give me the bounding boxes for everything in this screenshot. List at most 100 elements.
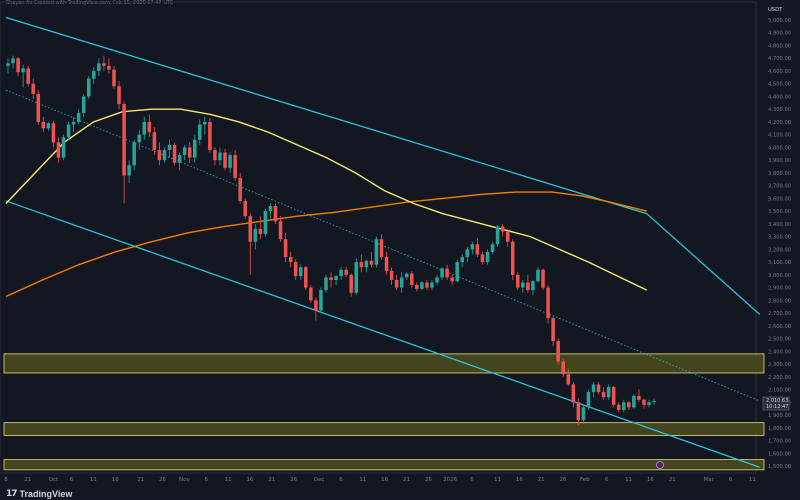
y-tick-label: 1,800.00 — [768, 426, 791, 432]
candle-body — [616, 404, 621, 410]
candle-body — [354, 262, 359, 293]
candle-body — [117, 86, 121, 105]
y-tick-label: 3,900.00 — [768, 158, 791, 164]
candle-body — [642, 399, 646, 405]
candle-body — [460, 257, 465, 263]
candle-body — [485, 251, 490, 263]
candle-body — [495, 226, 500, 245]
candle-body — [480, 254, 485, 263]
y-tick-label: 2,700.00 — [768, 311, 791, 317]
y-tick-label: 2,500.00 — [768, 337, 791, 343]
candle-body — [526, 282, 530, 291]
candle-body — [304, 267, 308, 288]
y-tick-label: 2,400.00 — [768, 349, 791, 355]
candle-body — [142, 121, 147, 135]
candle-body — [576, 402, 581, 421]
x-tick-label: 6 — [605, 477, 609, 483]
candle-body — [622, 402, 626, 410]
y-tick-label: 3,600.00 — [768, 196, 791, 202]
candle-body — [596, 384, 601, 393]
y-tick-label: 5,000.00 — [768, 18, 791, 24]
candle-body — [369, 260, 374, 265]
y-tick-label: 3,300.00 — [768, 235, 791, 241]
candle-body — [314, 300, 318, 311]
x-tick-label: Mar — [703, 477, 714, 483]
support-zone-1 — [3, 353, 765, 374]
x-tick-label: Dec — [314, 477, 325, 483]
candle-body — [606, 386, 611, 398]
x-tick-label: 11 — [625, 477, 632, 483]
candle-body — [415, 285, 419, 289]
candle-body — [182, 147, 187, 156]
candle-body — [132, 142, 136, 166]
x-tick-label: 26 — [560, 477, 567, 483]
y-tick-label: 4,900.00 — [768, 31, 791, 37]
last-price-value: 2,010.63 — [766, 398, 788, 404]
candle-body — [162, 149, 167, 161]
candle-body — [450, 277, 454, 282]
candle-body — [556, 341, 560, 362]
x-tick-label: 2026 — [443, 477, 457, 483]
candle-body — [516, 274, 520, 288]
tradingview-logo[interactable]: 17 TradingView — [6, 489, 72, 499]
event-marker-icon — [656, 461, 664, 469]
candle-body — [298, 267, 303, 277]
candle-body — [192, 139, 197, 158]
candle-body — [389, 271, 394, 280]
candle-body — [319, 290, 323, 311]
y-tick-label: 2,100.00 — [768, 388, 791, 394]
x-tick-label: 6 — [204, 477, 208, 483]
x-tick-label: 21 — [24, 477, 31, 483]
candle-body — [465, 249, 470, 258]
candle-body — [379, 239, 384, 258]
y-tick-label: 2,200.00 — [768, 375, 791, 381]
candle-body — [288, 257, 293, 263]
x-tick-label: 11 — [359, 477, 366, 483]
y-tick-label: 3,800.00 — [768, 171, 791, 177]
y-tick-label: 2,900.00 — [768, 286, 791, 292]
x-tick-label: 6 — [470, 477, 474, 483]
candle-body — [248, 216, 253, 242]
candle-body — [213, 149, 217, 161]
x-tick-label: 21 — [669, 477, 676, 483]
candle-body — [238, 178, 242, 201]
candle-body — [46, 123, 51, 129]
x-tick-label: 21 — [403, 477, 410, 483]
candle-body — [475, 244, 480, 255]
candle-body — [440, 268, 444, 278]
x-tick-label: 21 — [538, 477, 545, 483]
y-tick-label: 1,700.00 — [768, 439, 791, 445]
candle-body — [420, 282, 424, 289]
x-tick-label: 11 — [494, 477, 501, 483]
x-tick-label: Oct — [49, 477, 59, 483]
candle-body — [581, 407, 586, 421]
candle-body — [147, 121, 152, 133]
candle-body — [127, 165, 131, 176]
channel-lower-line — [5, 200, 760, 468]
x-tick-label: 16 — [647, 477, 654, 483]
x-tick-label: 21 — [137, 477, 144, 483]
candle-body — [551, 318, 555, 342]
candle-body — [637, 395, 641, 400]
support-zone-3 — [3, 459, 765, 471]
candle-body — [384, 257, 389, 272]
candle-body — [349, 274, 353, 293]
moving-average-slow — [5, 191, 647, 298]
candle-body — [374, 239, 379, 265]
last-price-tag — [762, 396, 790, 411]
candle-body — [56, 142, 61, 158]
candle-body — [586, 392, 591, 408]
y-tick-label: 4,500.00 — [768, 82, 791, 88]
y-tick-label: 4,700.00 — [768, 56, 791, 62]
x-tick-label: 16 — [112, 477, 119, 483]
candle-body — [632, 395, 636, 408]
candle-body — [521, 282, 525, 288]
candle-body — [71, 121, 76, 125]
candle-body — [223, 152, 227, 168]
candle-body — [203, 121, 207, 125]
candle-body — [228, 155, 232, 168]
candle-body — [172, 144, 177, 163]
candle-body — [198, 124, 202, 140]
currency-label: USDT — [768, 7, 783, 13]
